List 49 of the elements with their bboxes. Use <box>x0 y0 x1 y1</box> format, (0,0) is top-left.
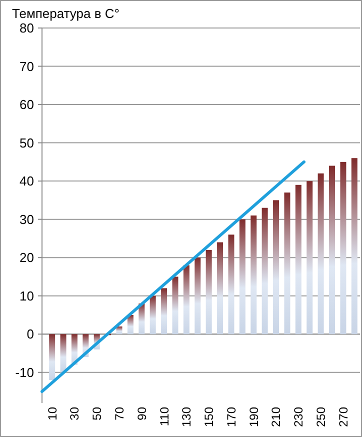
y-tick-label: 0 <box>26 326 34 342</box>
bar <box>138 304 145 334</box>
bar <box>60 334 66 372</box>
bar <box>351 158 358 334</box>
y-tick-label: 70 <box>20 58 34 74</box>
bar <box>284 192 290 334</box>
y-tick-label: 40 <box>20 174 34 189</box>
bar <box>217 242 224 334</box>
bar <box>318 173 324 334</box>
y-tick-label: -10 <box>15 364 34 380</box>
bar <box>172 276 178 334</box>
bar <box>239 219 246 334</box>
y-tick-label: 60 <box>20 97 34 112</box>
bar <box>161 288 168 334</box>
y-tick-label: 10 <box>20 288 34 304</box>
bar <box>228 234 234 334</box>
bar <box>306 181 313 334</box>
bar <box>295 184 302 334</box>
bar <box>194 258 201 334</box>
x-tick-label: 190 <box>246 406 261 428</box>
x-tick-label: 90 <box>134 406 149 420</box>
x-tick-label: 270 <box>336 406 350 428</box>
x-tick-label: 50 <box>90 406 104 420</box>
x-tick-label: 230 <box>292 406 306 428</box>
bar <box>340 162 346 334</box>
bar <box>206 250 212 334</box>
bar <box>250 216 257 334</box>
x-tick-label: 150 <box>202 406 216 428</box>
y-tick-label: 30 <box>20 212 34 227</box>
bar <box>329 166 336 334</box>
bar <box>183 265 190 334</box>
x-tick-label: 30 <box>68 406 82 420</box>
bar <box>116 326 122 334</box>
x-tick-label: 170 <box>224 406 238 428</box>
y-tick-label: 20 <box>20 250 34 266</box>
x-tick-label: 10 <box>45 406 60 420</box>
x-tick-label: 130 <box>180 406 194 428</box>
y-tick-label: 50 <box>20 135 34 150</box>
bar <box>127 314 134 334</box>
bar <box>150 296 156 334</box>
bar <box>262 208 268 334</box>
bar <box>49 334 56 380</box>
y-axis-title: Температура в С° <box>12 6 120 21</box>
y-tick-label: 80 <box>20 20 34 36</box>
x-tick-label: 110 <box>157 406 172 426</box>
x-tick-label: 70 <box>112 406 126 420</box>
x-tick-label: 210 <box>269 406 284 428</box>
x-tick-label: 250 <box>314 406 328 428</box>
bar <box>273 200 280 334</box>
